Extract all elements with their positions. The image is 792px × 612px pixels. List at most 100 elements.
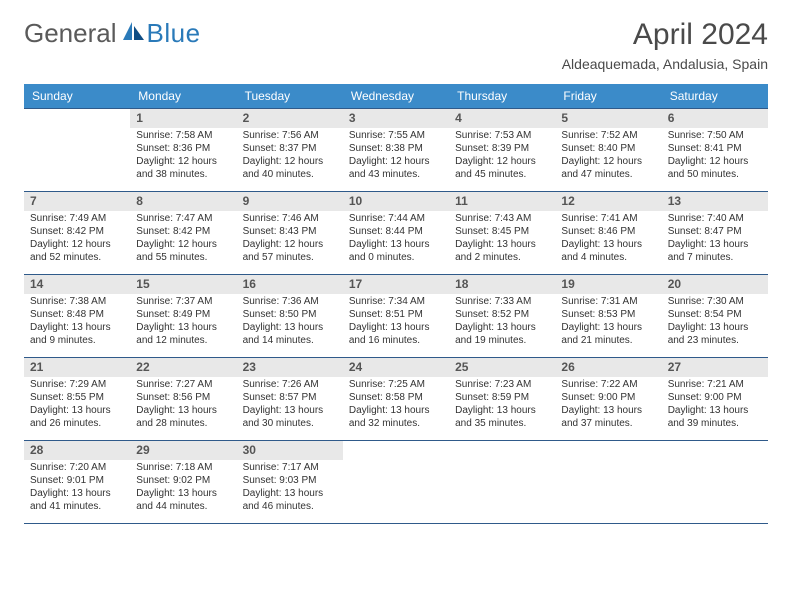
day-number: 7 — [24, 192, 130, 211]
calendar-day: . — [449, 441, 555, 523]
calendar-day: 3 Sunrise: 7:55 AMSunset: 8:38 PMDaylight… — [343, 109, 449, 191]
day-number: 3 — [343, 109, 449, 128]
sunset-line: Sunset: 9:00 PM — [668, 392, 762, 405]
daylight-line: Daylight: 12 hours and 40 minutes. — [243, 156, 337, 182]
daylight-line: Daylight: 13 hours and 28 minutes. — [136, 405, 230, 431]
calendar-week-row: 28Sunrise: 7:20 AMSunset: 9:01 PMDayligh… — [24, 440, 768, 524]
sunset-line: Sunset: 8:56 PM — [136, 392, 230, 405]
sunrise-line: Sunrise: 7:44 AM — [349, 213, 443, 226]
calendar-day: . — [662, 441, 768, 523]
day-number: 5 — [555, 109, 661, 128]
weekday-header-row: SundayMondayTuesdayWednesdayThursdayFrid… — [24, 84, 768, 108]
calendar-day: . — [555, 441, 661, 523]
day-number: 1 — [130, 109, 236, 128]
day-number: 11 — [449, 192, 555, 211]
day-number: 18 — [449, 275, 555, 294]
header: General Blue April 2024 Aldeaquemada, An… — [24, 18, 768, 72]
calendar-day: 16Sunrise: 7:36 AMSunset: 8:50 PMDayligh… — [237, 275, 343, 357]
day-number: 26 — [555, 358, 661, 377]
sunset-line: Sunset: 8:44 PM — [349, 226, 443, 239]
sunrise-line: Sunrise: 7:23 AM — [455, 379, 549, 392]
weekday-header: Monday — [130, 84, 236, 108]
day-number: 13 — [662, 192, 768, 211]
day-number: 16 — [237, 275, 343, 294]
calendar-body: .1Sunrise: 7:58 AMSunset: 8:36 PMDayligh… — [24, 108, 768, 524]
daylight-line: Daylight: 13 hours and 35 minutes. — [455, 405, 549, 431]
daylight-line: Daylight: 13 hours and 7 minutes. — [668, 239, 762, 265]
sunrise-line: Sunrise: 7:55 AM — [349, 130, 443, 143]
weekday-header: Tuesday — [237, 84, 343, 108]
location: Aldeaquemada, Andalusia, Spain — [562, 56, 768, 72]
day-number: 30 — [237, 441, 343, 460]
calendar-day: 25Sunrise: 7:23 AMSunset: 8:59 PMDayligh… — [449, 358, 555, 440]
sunrise-line: Sunrise: 7:34 AM — [349, 296, 443, 309]
sunrise-line: Sunrise: 7:53 AM — [455, 130, 549, 143]
daylight-line: Daylight: 13 hours and 39 minutes. — [668, 405, 762, 431]
calendar-day: 10 Sunrise: 7:44 AMSunset: 8:44 PMDayligh… — [343, 192, 449, 274]
daylight-line: Daylight: 13 hours and 23 minutes. — [668, 322, 762, 348]
logo-text-blue: Blue — [147, 18, 201, 49]
calendar-day: 21Sunrise: 7:29 AMSunset: 8:55 PMDayligh… — [24, 358, 130, 440]
daylight-line: Daylight: 13 hours and 9 minutes. — [30, 322, 124, 348]
sunset-line: Sunset: 8:39 PM — [455, 143, 549, 156]
calendar-day: 13Sunrise: 7:40 AMSunset: 8:47 PMDayligh… — [662, 192, 768, 274]
day-number: 2 — [237, 109, 343, 128]
calendar-day: 4Sunrise: 7:53 AMSunset: 8:39 PMDaylight… — [449, 109, 555, 191]
day-number: 29 — [130, 441, 236, 460]
calendar-day: 29Sunrise: 7:18 AMSunset: 9:02 PMDayligh… — [130, 441, 236, 523]
weekday-header: Friday — [555, 84, 661, 108]
daylight-line: Daylight: 13 hours and 0 minutes. — [349, 239, 443, 265]
sunrise-line: Sunrise: 7:17 AM — [243, 462, 337, 475]
daylight-line: Daylight: 12 hours and 43 minutes. — [349, 156, 443, 182]
day-number: 6 — [662, 109, 768, 128]
sunset-line: Sunset: 8:51 PM — [349, 309, 443, 322]
sunset-line: Sunset: 8:45 PM — [455, 226, 549, 239]
sunrise-line: Sunrise: 7:58 AM — [136, 130, 230, 143]
day-number: 17 — [343, 275, 449, 294]
daylight-line: Daylight: 12 hours and 38 minutes. — [136, 156, 230, 182]
daylight-line: Daylight: 13 hours and 16 minutes. — [349, 322, 443, 348]
weekday-header: Thursday — [449, 84, 555, 108]
day-number: 4 — [449, 109, 555, 128]
calendar-day: 17 Sunrise: 7:34 AMSunset: 8:51 PMDayligh… — [343, 275, 449, 357]
sunset-line: Sunset: 9:00 PM — [561, 392, 655, 405]
calendar-day: 30Sunrise: 7:17 AMSunset: 9:03 PMDayligh… — [237, 441, 343, 523]
daylight-line: Daylight: 13 hours and 37 minutes. — [561, 405, 655, 431]
sunset-line: Sunset: 8:42 PM — [136, 226, 230, 239]
calendar-day: 2Sunrise: 7:56 AMSunset: 8:37 PMDaylight… — [237, 109, 343, 191]
daylight-line: Daylight: 13 hours and 19 minutes. — [455, 322, 549, 348]
day-number: 9 — [237, 192, 343, 211]
sunset-line: Sunset: 8:57 PM — [243, 392, 337, 405]
sunrise-line: Sunrise: 7:31 AM — [561, 296, 655, 309]
calendar-day: 19Sunrise: 7:31 AMSunset: 8:53 PMDayligh… — [555, 275, 661, 357]
calendar-day: 26 Sunrise: 7:22 AMSunset: 9:00 PMDayligh… — [555, 358, 661, 440]
sunset-line: Sunset: 8:38 PM — [349, 143, 443, 156]
daylight-line: Daylight: 12 hours and 50 minutes. — [668, 156, 762, 182]
sunrise-line: Sunrise: 7:41 AM — [561, 213, 655, 226]
sunrise-line: Sunrise: 7:22 AM — [561, 379, 655, 392]
daylight-line: Daylight: 13 hours and 26 minutes. — [30, 405, 124, 431]
daylight-line: Daylight: 13 hours and 30 minutes. — [243, 405, 337, 431]
daylight-line: Daylight: 13 hours and 32 minutes. — [349, 405, 443, 431]
calendar-day: 24Sunrise: 7:25 AMSunset: 8:58 PMDayligh… — [343, 358, 449, 440]
sunset-line: Sunset: 8:52 PM — [455, 309, 549, 322]
calendar-week-row: 14Sunrise: 7:38 AMSunset: 8:48 PMDayligh… — [24, 274, 768, 357]
calendar-day: 23Sunrise: 7:26 AMSunset: 8:57 PMDayligh… — [237, 358, 343, 440]
sunset-line: Sunset: 8:40 PM — [561, 143, 655, 156]
sunrise-line: Sunrise: 7:25 AM — [349, 379, 443, 392]
sunset-line: Sunset: 8:46 PM — [561, 226, 655, 239]
sunrise-line: Sunrise: 7:20 AM — [30, 462, 124, 475]
calendar-day: 8Sunrise: 7:47 AMSunset: 8:42 PMDaylight… — [130, 192, 236, 274]
sunrise-line: Sunrise: 7:29 AM — [30, 379, 124, 392]
daylight-line: Daylight: 12 hours and 52 minutes. — [30, 239, 124, 265]
sunrise-line: Sunrise: 7:37 AM — [136, 296, 230, 309]
day-number: 23 — [237, 358, 343, 377]
calendar-day: . — [24, 109, 130, 191]
day-number: 25 — [449, 358, 555, 377]
sunset-line: Sunset: 8:53 PM — [561, 309, 655, 322]
sunset-line: Sunset: 8:37 PM — [243, 143, 337, 156]
logo-text-general: General — [24, 18, 117, 49]
sunset-line: Sunset: 9:01 PM — [30, 475, 124, 488]
sunset-line: Sunset: 8:55 PM — [30, 392, 124, 405]
day-number: 10 — [343, 192, 449, 211]
